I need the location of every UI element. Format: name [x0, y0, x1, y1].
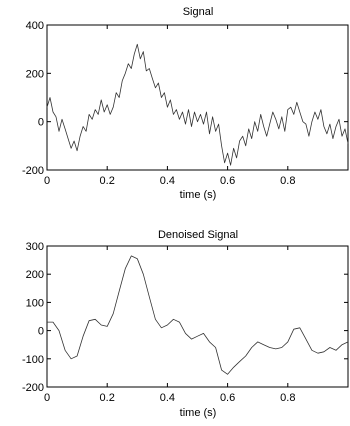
x-tick-label: 0 — [44, 392, 50, 404]
x-tick-label: 0.8 — [280, 175, 295, 187]
x-axis: 0 0.2 0.4 0.6 0.8 — [44, 246, 295, 404]
x-tick-label: 0.4 — [160, 175, 175, 187]
y-tick-label: 0 — [38, 326, 44, 338]
plot-frame — [46, 245, 349, 388]
chart-title: Denoised Signal — [158, 229, 238, 241]
plot-frame — [46, 24, 349, 171]
y-tick-label: 300 — [26, 241, 44, 253]
y-tick-label: 100 — [26, 297, 44, 309]
y-axis: -200 0 200 400 — [22, 20, 348, 177]
x-tick-label: 0.6 — [220, 392, 235, 404]
y-tick-label: -100 — [22, 354, 44, 366]
y-tick-label: 0 — [38, 117, 44, 129]
series-line-denoised — [47, 255, 349, 375]
y-tick-label: 200 — [26, 68, 44, 80]
chart-title: Signal — [183, 6, 214, 18]
y-tick-label: 200 — [26, 269, 44, 281]
y-tick-label: -200 — [22, 165, 44, 177]
y-axis: -200 -100 0 100 200 300 — [22, 241, 348, 394]
x-tick-label: 0 — [44, 175, 50, 187]
x-tick-label: 0.6 — [220, 175, 235, 187]
x-axis-label: time (s) — [180, 189, 217, 201]
x-axis-label: time (s) — [180, 407, 217, 419]
denoised-signal-chart: Denoised Signal 0 0.2 0.4 0.6 0.8 -200 -100 0 1… — [22, 229, 349, 419]
x-tick-label: 0.2 — [100, 392, 115, 404]
x-tick-label: 0.2 — [100, 175, 115, 187]
y-tick-label: -200 — [22, 382, 44, 394]
x-tick-label: 0.8 — [280, 392, 295, 404]
x-axis: 0 0.2 0.4 0.6 0.8 — [44, 25, 295, 187]
series-line-signal — [46, 43, 349, 166]
y-tick-label: 400 — [26, 20, 44, 32]
x-tick-label: 0.4 — [160, 392, 175, 404]
